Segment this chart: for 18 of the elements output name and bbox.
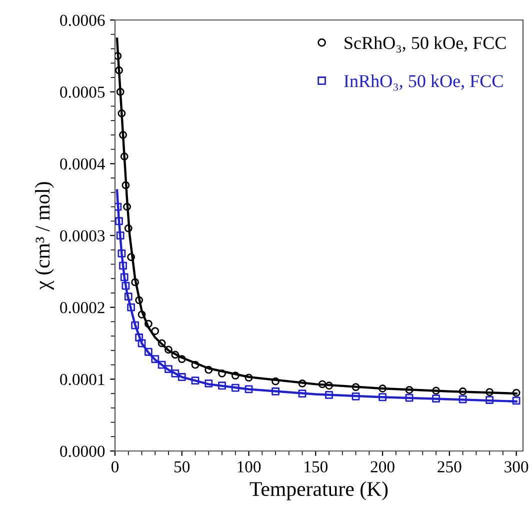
y-tick-label: 0.0004 [60,158,106,170]
y-tick-label: 0.0006 [60,14,105,26]
y-tick-label: 0.0005 [60,86,105,98]
x-axis-title: Temperature (K) [250,481,388,500]
y-tick-label: 0.0000 [60,446,105,458]
x-tick-label: 50 [174,461,190,472]
y-tick-label: 0.0001 [60,374,104,386]
legend-label: ScRhO₃, 50 kOe, FCC [344,36,506,53]
x-tick-label: 100 [238,461,261,472]
x-tick-label: 200 [370,461,394,472]
x-tick-label: 150 [304,461,328,472]
y-tick-label: 0.0002 [60,302,104,314]
y-axis-title: χ (cm³ / mol) [34,182,54,290]
x-tick-label: 250 [438,461,462,472]
y-tick-label: 0.0003 [60,230,105,242]
x-tick-label: 300 [504,461,528,472]
x-tick-label: 0 [111,461,119,472]
legend-label: InRhO₃, 50 kOe, FCC [344,74,503,91]
